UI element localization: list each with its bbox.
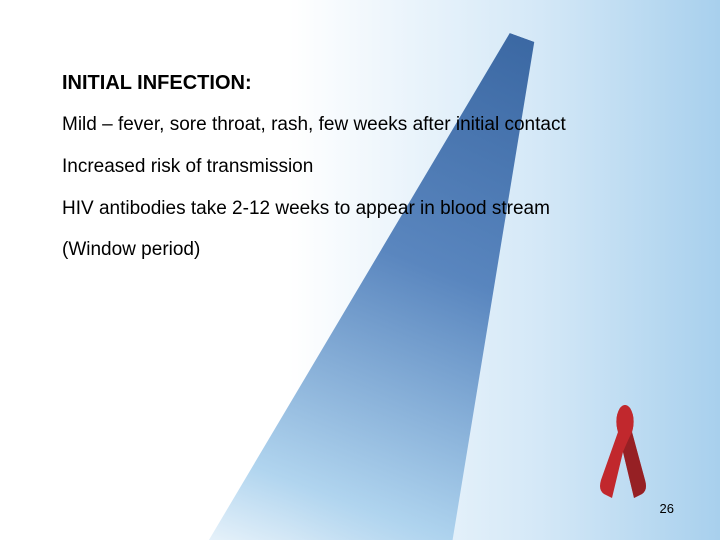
page-number: 26 <box>660 501 674 516</box>
slide-container: INITIAL INFECTION: Mild – fever, sore th… <box>0 0 720 540</box>
awareness-ribbon-icon <box>590 400 660 500</box>
paragraph-4: (Window period) <box>62 238 658 262</box>
paragraph-2: Increased risk of transmission <box>62 155 658 179</box>
slide-heading: INITIAL INFECTION: <box>62 72 658 95</box>
paragraph-3: HIV antibodies take 2-12 weeks to appear… <box>62 197 658 221</box>
ribbon-loop <box>616 405 633 435</box>
content-area: INITIAL INFECTION: Mild – fever, sore th… <box>62 72 658 280</box>
paragraph-1: Mild – fever, sore throat, rash, few wee… <box>62 113 658 137</box>
